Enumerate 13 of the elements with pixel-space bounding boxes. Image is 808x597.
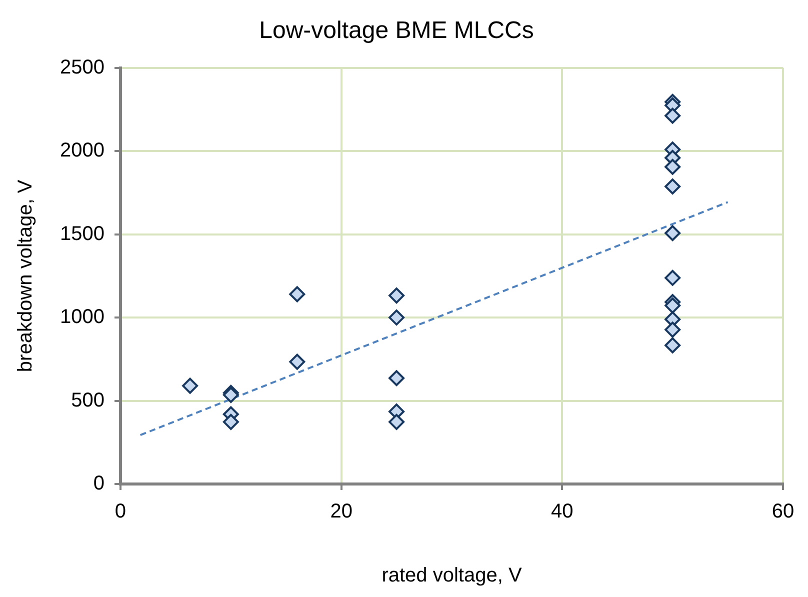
x-tick-label: 0 [114,500,126,523]
y-tick-label: 1500 [60,222,104,245]
x-tick-label: 20 [330,500,352,523]
chart-title: Low-voltage BME MLCCs [259,17,534,44]
y-axis-title: breakdown voltage, V [14,179,37,372]
y-tick-label: 2500 [60,56,104,78]
y-tick-label: 0 [93,472,104,495]
x-tick-label: 60 [772,500,794,523]
y-tick-label: 1000 [60,306,104,328]
y-tick-label: 500 [71,389,104,412]
x-axis-title: rated voltage, V [382,564,522,587]
x-tick-label: 40 [551,500,574,523]
y-tick-label: 2000 [60,140,104,162]
